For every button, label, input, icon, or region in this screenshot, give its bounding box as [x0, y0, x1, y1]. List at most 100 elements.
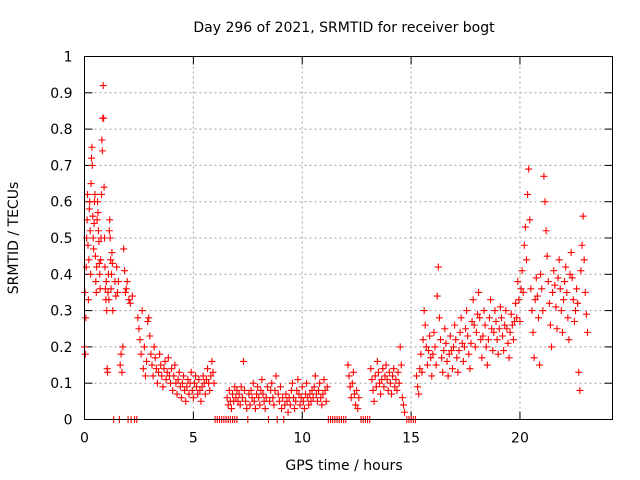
- data-point: [414, 383, 422, 391]
- data-point: [87, 180, 95, 188]
- data-point: [100, 114, 108, 122]
- data-point: [518, 267, 526, 275]
- data-point: [555, 256, 563, 264]
- data-point: [201, 390, 209, 398]
- data-point: [123, 278, 131, 286]
- data-point: [513, 314, 521, 322]
- data-point: [490, 328, 498, 336]
- data-point: [350, 390, 358, 398]
- data-point: [532, 274, 540, 282]
- data-point: [477, 336, 485, 344]
- data-point: [470, 321, 478, 329]
- y-tick-label: 0: [64, 413, 73, 429]
- data-point: [529, 328, 537, 336]
- data-point: [401, 408, 409, 416]
- data-point: [492, 317, 500, 325]
- data-point: [462, 325, 470, 333]
- x-tick-label: 15: [402, 431, 420, 447]
- data-point: [282, 390, 290, 398]
- data-point: [488, 325, 496, 333]
- data-point: [175, 368, 183, 376]
- data-point: [436, 336, 444, 344]
- data-point: [454, 368, 462, 376]
- data-point: [117, 350, 125, 358]
- data-point: [459, 357, 467, 365]
- data-point: [386, 379, 394, 387]
- data-point: [556, 285, 564, 293]
- data-point: [560, 296, 568, 304]
- data-point: [108, 249, 116, 257]
- data-point: [126, 299, 134, 307]
- data-point: [321, 386, 329, 394]
- data-point: [368, 376, 376, 384]
- data-point: [376, 379, 384, 387]
- data-point: [537, 270, 545, 278]
- data-point: [298, 383, 306, 391]
- data-point: [582, 310, 590, 318]
- data-point: [288, 379, 296, 387]
- data-point: [299, 397, 307, 405]
- data-point: [478, 354, 486, 362]
- data-point: [465, 350, 473, 358]
- data-point: [570, 317, 578, 325]
- data-point: [241, 386, 249, 394]
- data-point: [348, 379, 356, 387]
- axes: 00.10.20.30.40.50.60.70.80.910 5 10 15 20: [50, 50, 613, 447]
- data-point: [144, 317, 152, 325]
- data-point: [318, 401, 326, 409]
- data-point: [443, 357, 451, 365]
- data-point: [198, 383, 206, 391]
- data-point: [178, 379, 186, 387]
- data-point: [374, 368, 382, 376]
- data-point: [445, 350, 453, 358]
- data-point: [344, 361, 352, 369]
- data-point: [105, 227, 113, 235]
- data-point: [293, 386, 301, 394]
- data-point: [161, 357, 169, 365]
- data-point: [580, 256, 588, 264]
- data-point: [92, 288, 100, 296]
- data-point: [558, 328, 566, 336]
- data-point: [90, 245, 98, 253]
- data-point: [155, 368, 163, 376]
- data-point: [170, 372, 178, 380]
- data-point: [481, 321, 489, 329]
- data-point: [236, 401, 244, 409]
- data-point: [251, 405, 259, 413]
- data-point: [250, 397, 258, 405]
- data-point: [295, 390, 303, 398]
- data-point: [416, 365, 424, 373]
- data-point: [502, 307, 510, 315]
- data-point: [451, 321, 459, 329]
- data-point: [227, 405, 235, 413]
- data-point: [447, 347, 455, 355]
- data-point: [134, 314, 142, 322]
- data-point: [258, 376, 266, 384]
- data-point: [249, 379, 257, 387]
- data-point: [291, 405, 299, 413]
- data-point: [202, 376, 210, 384]
- data-point: [489, 347, 497, 355]
- data-point: [571, 307, 579, 315]
- data-point: [269, 394, 277, 402]
- data-point: [237, 383, 245, 391]
- data-point: [576, 386, 584, 394]
- data-point: [171, 361, 179, 369]
- data-point: [235, 390, 243, 398]
- data-point: [297, 394, 305, 402]
- data-point: [275, 397, 283, 405]
- data-point: [581, 288, 589, 296]
- data-point: [105, 296, 113, 304]
- data-point: [197, 397, 205, 405]
- data-point: [448, 365, 456, 373]
- y-axis-label: SRMTID / TECUs: [6, 182, 22, 295]
- data-point: [543, 252, 551, 260]
- data-point: [82, 263, 90, 271]
- data-point: [140, 343, 148, 351]
- data-point: [505, 354, 513, 362]
- data-point: [86, 227, 94, 235]
- data-point: [496, 303, 504, 311]
- data-point: [232, 394, 240, 402]
- data-point: [206, 386, 214, 394]
- data-point: [369, 386, 377, 394]
